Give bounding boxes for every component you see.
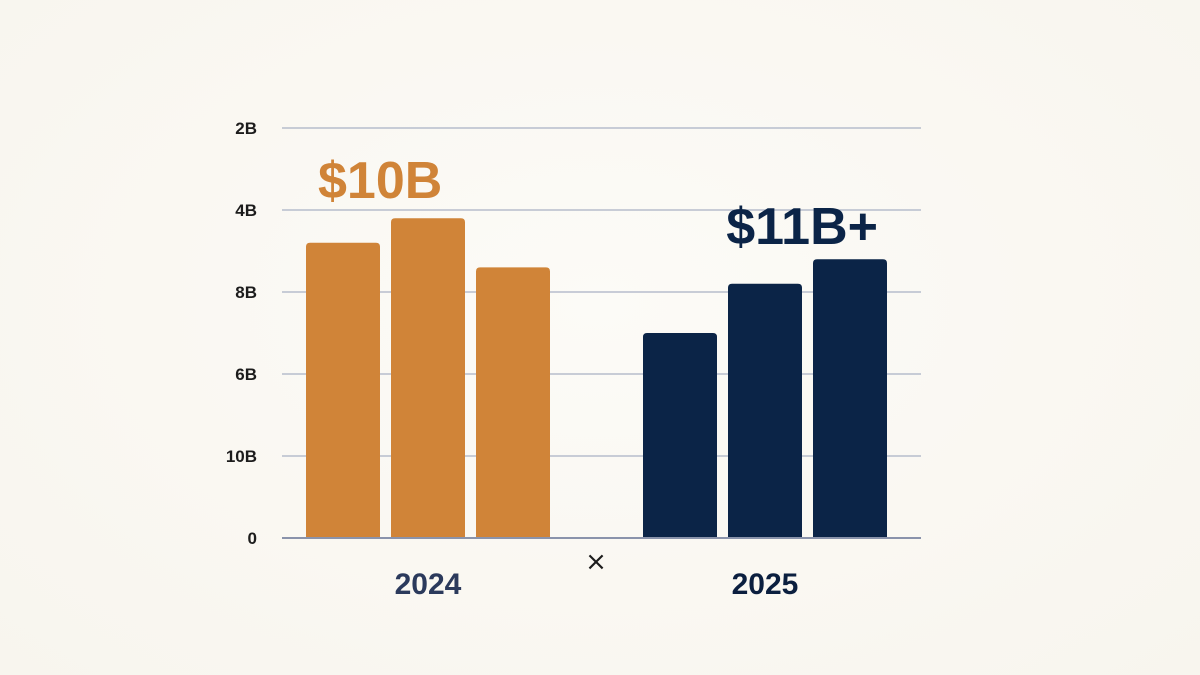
y-tick-label: 8B	[235, 283, 257, 302]
value-callout-2025: $11B+	[726, 198, 878, 256]
category-label-2025: 2025	[732, 568, 799, 601]
bar-2024-1	[306, 242, 380, 539]
value-callouts: $10B $11B+	[318, 152, 878, 256]
bar-2025-1	[643, 333, 717, 538]
bar-2025-3	[813, 259, 887, 538]
bar-2024-2	[391, 218, 465, 538]
category-labels: 2024 2025	[395, 568, 799, 601]
bar-2025-2	[728, 283, 802, 538]
y-tick-label: 6B	[235, 365, 257, 384]
category-label-2024: 2024	[395, 568, 462, 601]
bars	[306, 218, 887, 539]
separator-symbol: ×	[585, 547, 607, 577]
value-callout-2024: $10B	[318, 152, 442, 210]
y-tick-label: 2B	[235, 119, 257, 138]
y-axis-ticks: 0 10B 6B 8B 4B 2B	[226, 119, 257, 548]
bar-2024-3	[476, 267, 550, 538]
y-tick-label: 0	[248, 529, 257, 548]
y-tick-label: 10B	[226, 447, 257, 466]
y-tick-label: 4B	[235, 201, 257, 220]
